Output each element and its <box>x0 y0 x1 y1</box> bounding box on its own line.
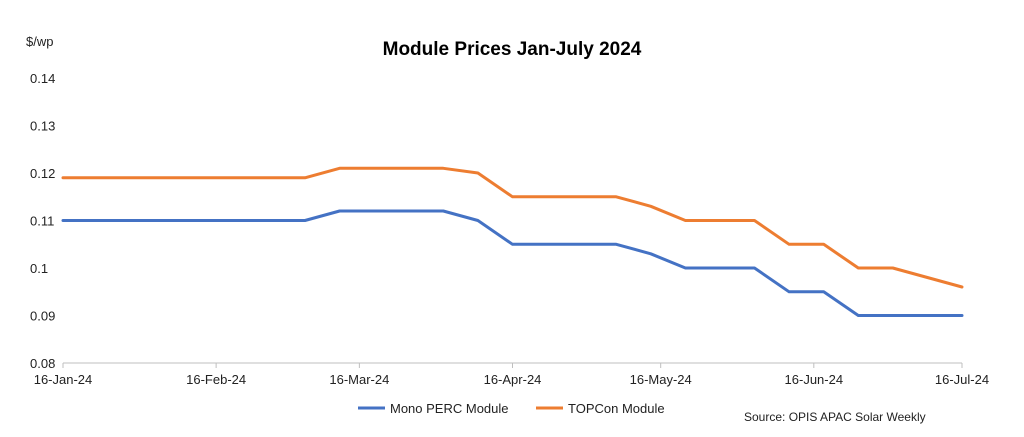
series-lines <box>61 166 964 317</box>
y-tick-label: 0.11 <box>30 214 54 229</box>
chart-title: Module Prices Jan-July 2024 <box>383 39 642 60</box>
x-tick-label: 16-Feb-24 <box>186 372 246 387</box>
y-tick-label: 0.14 <box>30 71 55 86</box>
legend-label-mono-perc: Mono PERC Module <box>390 401 509 416</box>
y-axis-unit-label: $/wp <box>26 34 53 49</box>
y-axis: 0.08 0.09 0.1 0.11 0.12 0.13 0.14 <box>30 71 55 371</box>
x-tick-label: 16-Mar-24 <box>329 372 389 387</box>
x-axis: 16-Jan-24 16-Feb-24 16-Mar-24 16-Apr-24 16-M… <box>34 363 989 387</box>
y-tick-label: 0.1 <box>30 261 48 276</box>
x-tick-label: 16-May-24 <box>630 372 692 387</box>
y-tick-label: 0.09 <box>30 309 55 324</box>
y-tick-label: 0.13 <box>30 119 55 134</box>
series-line-mono-perc <box>61 209 964 317</box>
x-tick-label: 16-Jun-24 <box>785 372 844 387</box>
series-line-topcon <box>61 166 964 289</box>
legend: Mono PERC Module TOPCon Module <box>358 401 665 416</box>
x-tick-label: 16-Apr-24 <box>484 372 542 387</box>
y-tick-label: 0.12 <box>30 166 55 181</box>
source-note: Source: OPIS APAC Solar Weekly <box>744 410 926 424</box>
x-tick-label: 16-Jan-24 <box>34 372 93 387</box>
y-tick-label: 0.08 <box>30 356 55 371</box>
legend-label-topcon: TOPCon Module <box>568 401 665 416</box>
x-tick-label: 16-Jul-24 <box>935 372 989 387</box>
